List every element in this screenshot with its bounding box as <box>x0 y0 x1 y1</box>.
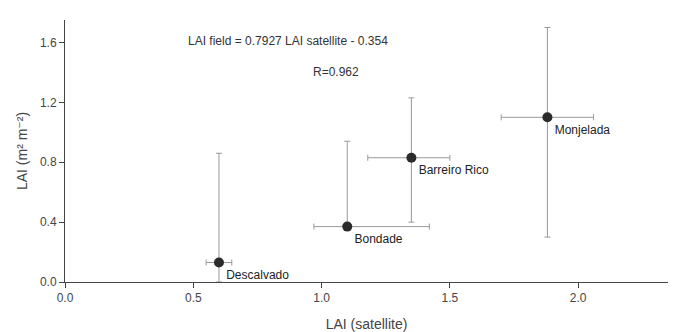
svg-text:LAI field = 0.7927 LAI satelli: LAI field = 0.7927 LAI satellite - 0.354 <box>188 34 388 48</box>
svg-text:Bondade: Bondade <box>355 232 403 246</box>
svg-text:1.5: 1.5 <box>442 291 459 305</box>
svg-text:1.2: 1.2 <box>40 96 57 110</box>
svg-text:0.4: 0.4 <box>40 215 57 229</box>
svg-text:Monjelada: Monjelada <box>555 123 611 137</box>
svg-text:Barreiro Rico: Barreiro Rico <box>419 163 489 177</box>
svg-text:1.0: 1.0 <box>313 291 330 305</box>
svg-text:0.0: 0.0 <box>57 291 74 305</box>
svg-text:1.6: 1.6 <box>40 36 57 50</box>
svg-text:2.0: 2.0 <box>570 291 587 305</box>
svg-text:LAI (m² m⁻²): LAI (m² m⁻²) <box>14 112 30 190</box>
svg-text:R=0.962: R=0.962 <box>313 65 359 79</box>
svg-text:LAI (satellite): LAI (satellite) <box>326 316 408 332</box>
svg-text:Descalvado: Descalvado <box>226 268 289 282</box>
svg-text:0.5: 0.5 <box>185 291 202 305</box>
svg-text:0.8: 0.8 <box>40 155 57 169</box>
svg-text:0.0: 0.0 <box>40 275 57 289</box>
